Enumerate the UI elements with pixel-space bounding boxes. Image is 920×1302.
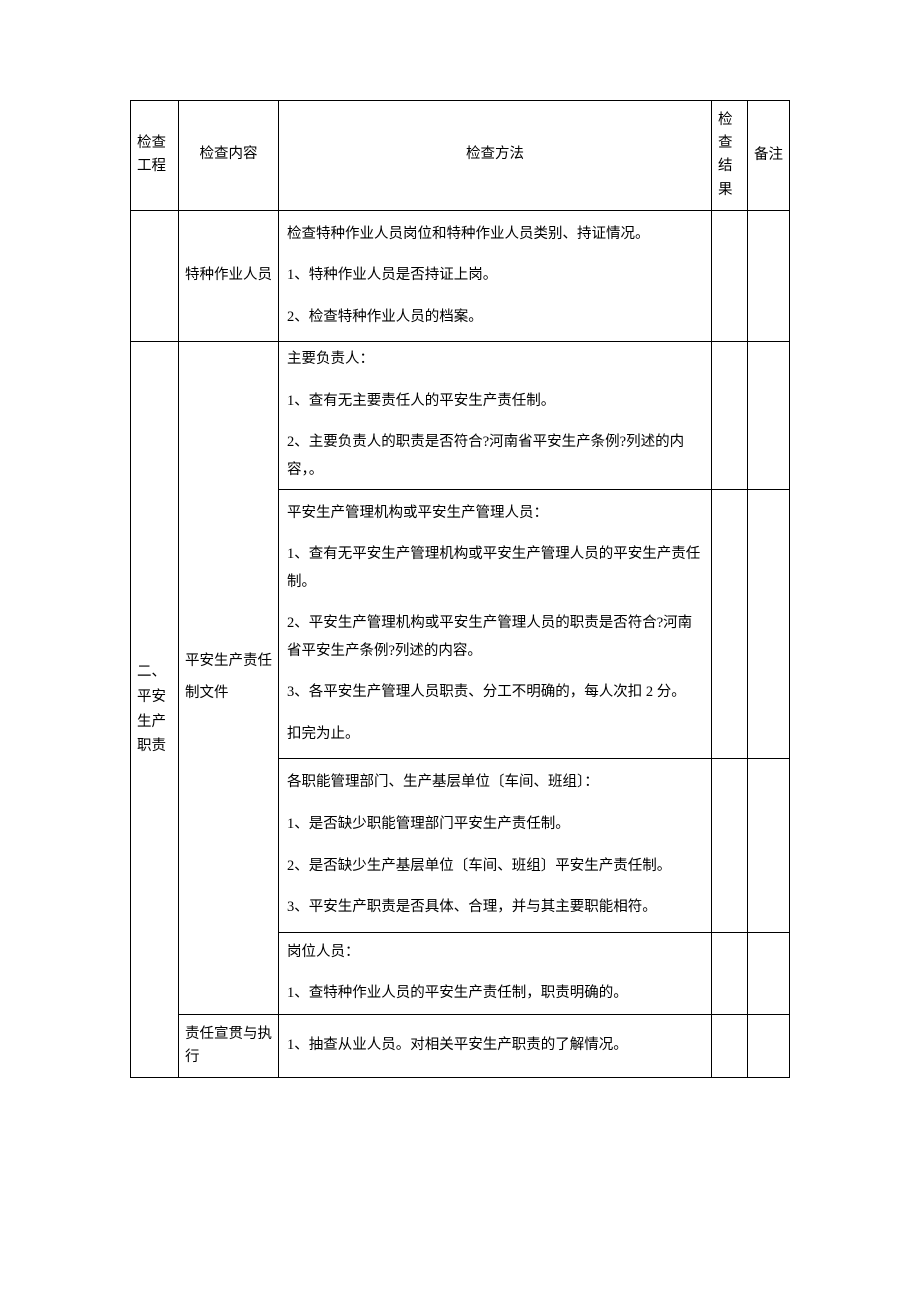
table-header-row: 检查工程 检查内容 检查方法 检查结果 备注 bbox=[131, 101, 790, 211]
method-line: 1、抽查从业人员。对相关平安生产职责的了解情况。 bbox=[287, 1032, 703, 1060]
remark-cell bbox=[748, 1014, 790, 1077]
method-line: 各职能管理部门、生产基层单位〔车间、班组〕： bbox=[287, 769, 703, 797]
content-cell: 平安生产责任制文件 bbox=[179, 342, 279, 1014]
header-result: 检查结果 bbox=[712, 101, 748, 211]
method-line: 平安生产管理机构或平安生产管理人员： bbox=[287, 500, 703, 528]
method-line: 检查特种作业人员岗位和特种作业人员类别、持证情况。 bbox=[287, 221, 703, 249]
result-cell bbox=[712, 489, 748, 759]
method-line: 1、查特种作业人员的平安生产责任制，职责明确的。 bbox=[287, 980, 703, 1008]
remark-cell bbox=[748, 759, 790, 932]
method-line: 1、特种作业人员是否持证上岗。 bbox=[287, 262, 703, 290]
header-content: 检查内容 bbox=[179, 101, 279, 211]
result-cell bbox=[712, 210, 748, 342]
result-cell bbox=[712, 1014, 748, 1077]
method-cell: 岗位人员： 1、查特种作业人员的平安生产责任制，职责明确的。 bbox=[279, 932, 712, 1014]
remark-cell bbox=[748, 932, 790, 1014]
method-cell: 平安生产管理机构或平安生产管理人员： 1、查有无平安生产管理机构或平安生产管理人… bbox=[279, 489, 712, 759]
method-line: 1、查有无主要责任人的平安生产责任制。 bbox=[287, 388, 703, 416]
method-line: 2、是否缺少生产基层单位〔车间、班组〕平安生产责任制。 bbox=[287, 853, 703, 881]
table-row: 二、平安生产职责 平安生产责任制文件 主要负责人： 1、查有无主要责任人的平安生… bbox=[131, 342, 790, 489]
method-cell: 检查特种作业人员岗位和特种作业人员类别、持证情况。 1、特种作业人员是否持证上岗… bbox=[279, 210, 712, 342]
result-cell bbox=[712, 932, 748, 1014]
method-cell: 1、抽查从业人员。对相关平安生产职责的了解情况。 bbox=[279, 1014, 712, 1077]
method-line: 2、主要负责人的职责是否符合?河南省平安生产条例?列述的内容，。 bbox=[287, 429, 703, 484]
content-cell: 特种作业人员 bbox=[179, 210, 279, 342]
method-line: 2、平安生产管理机构或平安生产管理人员的职责是否符合?河南省平安生产条例?列述的… bbox=[287, 610, 703, 665]
project-cell: 二、平安生产职责 bbox=[131, 342, 179, 1078]
method-line: 1、查有无平安生产管理机构或平安生产管理人员的平安生产责任制。 bbox=[287, 541, 703, 596]
table-row: 责任宣贯与执行 1、抽查从业人员。对相关平安生产职责的了解情况。 bbox=[131, 1014, 790, 1077]
method-line: 扣完为止。 bbox=[287, 721, 703, 749]
result-cell bbox=[712, 759, 748, 932]
content-cell: 责任宣贯与执行 bbox=[179, 1014, 279, 1077]
remark-cell bbox=[748, 489, 790, 759]
table-row: 特种作业人员 检查特种作业人员岗位和特种作业人员类别、持证情况。 1、特种作业人… bbox=[131, 210, 790, 342]
remark-cell bbox=[748, 210, 790, 342]
header-remark: 备注 bbox=[748, 101, 790, 211]
method-cell: 各职能管理部门、生产基层单位〔车间、班组〕： 1、是否缺少职能管理部门平安生产责… bbox=[279, 759, 712, 932]
method-line: 主要负责人： bbox=[287, 346, 703, 374]
method-line: 岗位人员： bbox=[287, 939, 703, 967]
method-line: 3、平安生产职责是否具体、合理，并与其主要职能相符。 bbox=[287, 894, 703, 922]
method-line: 2、检查特种作业人员的档案。 bbox=[287, 304, 703, 332]
result-cell bbox=[712, 342, 748, 489]
method-cell: 主要负责人： 1、查有无主要责任人的平安生产责任制。 2、主要负责人的职责是否符… bbox=[279, 342, 712, 489]
header-project: 检查工程 bbox=[131, 101, 179, 211]
method-line: 1、是否缺少职能管理部门平安生产责任制。 bbox=[287, 811, 703, 839]
header-method: 检查方法 bbox=[279, 101, 712, 211]
inspection-table: 检查工程 检查内容 检查方法 检查结果 备注 特种作业人员 检查特种作业人员岗位… bbox=[130, 100, 790, 1078]
remark-cell bbox=[748, 342, 790, 489]
method-line: 3、各平安生产管理人员职责、分工不明确的，每人次扣 2 分。 bbox=[287, 679, 703, 707]
project-cell bbox=[131, 210, 179, 342]
